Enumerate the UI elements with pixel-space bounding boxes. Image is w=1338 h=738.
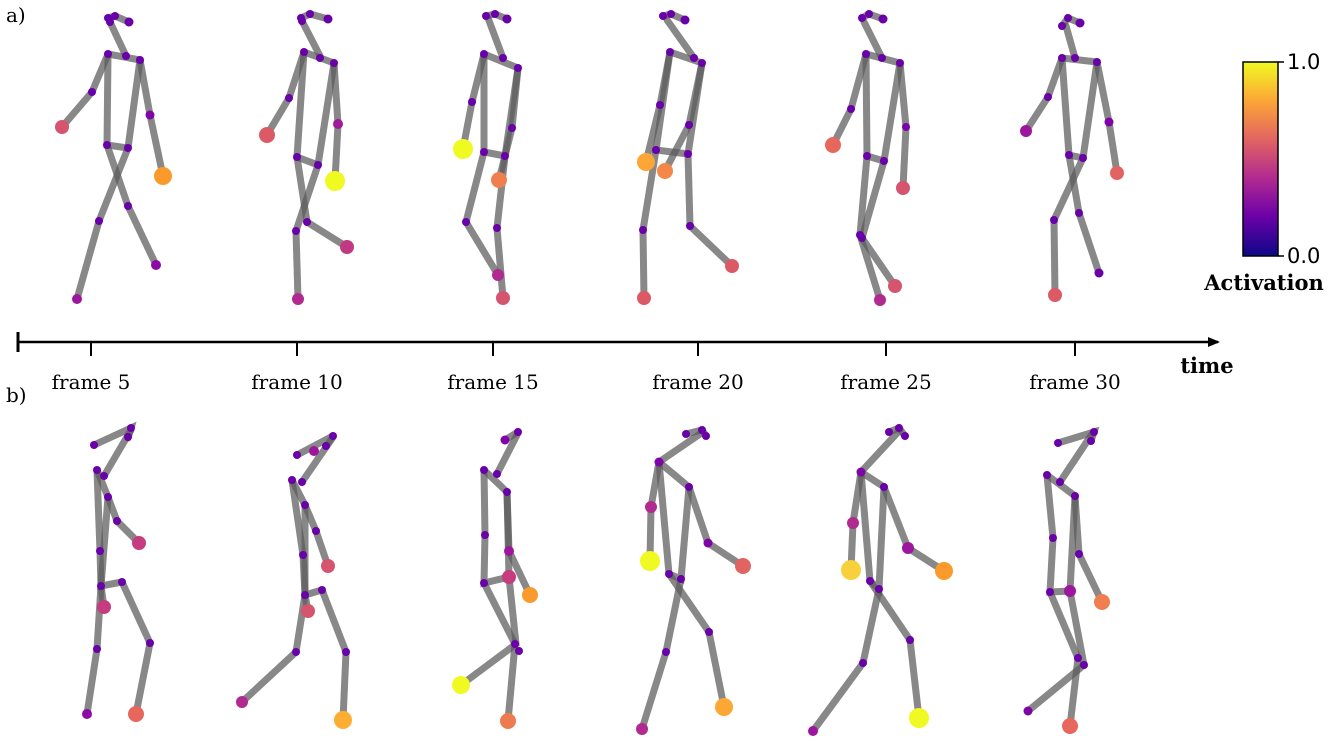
skeleton-a-frame-5 — [55, 12, 172, 304]
frame-label: frame 20 — [652, 370, 744, 394]
skeleton-joints — [452, 428, 538, 729]
skeleton-bones — [459, 10, 522, 302]
skeleton-joints — [825, 10, 910, 306]
skeleton-a-frame-30 — [1020, 13, 1124, 302]
colorbar-gradient — [1242, 61, 1279, 257]
colorbar-title: Activation — [1203, 270, 1324, 295]
skeleton-joints — [1020, 14, 1124, 302]
panel-label-a: a) — [6, 3, 26, 27]
skeleton-joints — [637, 10, 739, 305]
frame-label: frame 10 — [251, 370, 343, 394]
colorbar-max-label: 1.0 — [1287, 50, 1320, 74]
skeleton-b-frame-20 — [636, 426, 751, 735]
frame-label: frame 25 — [840, 370, 932, 394]
skeleton-joints — [636, 426, 751, 735]
skeleton-bones — [457, 428, 534, 725]
skeleton-joints — [1023, 428, 1110, 734]
skeleton-b-frame-30 — [1023, 426, 1110, 734]
skeleton-a-frame-15 — [453, 10, 522, 305]
skeleton-a-frame-20 — [637, 10, 739, 305]
time-axis-label: time — [1180, 353, 1233, 378]
skeleton-a-frame-25 — [825, 10, 910, 306]
skeleton-joints — [453, 10, 522, 305]
time-axis: frame 5 frame 10 frame 15 frame 20 frame… — [16, 332, 1234, 394]
skeleton-b-frame-25 — [808, 423, 953, 736]
skeleton-joints — [55, 12, 172, 304]
skeleton-joints — [808, 424, 953, 736]
skeleton-bones — [263, 10, 351, 303]
skeleton-bones — [809, 423, 948, 735]
colorbar: 1.0 0.0 Activation — [1203, 50, 1324, 295]
skeleton-b-frame-15 — [452, 428, 538, 729]
frame-label: frame 5 — [52, 370, 131, 394]
colorbar-min-label: 0.0 — [1287, 244, 1320, 268]
skeleton-b-frame-5 — [82, 421, 154, 722]
skeleton-bones — [638, 426, 747, 733]
skeleton-a-frame-10 — [259, 10, 354, 305]
skeleton-bones — [58, 12, 167, 303]
skeleton-joints — [259, 10, 354, 305]
frame-label: frame 15 — [447, 370, 539, 394]
frame-label: frame 30 — [1029, 370, 1121, 394]
skeleton-b-frame-10 — [236, 432, 352, 729]
skeleton-bones — [1024, 426, 1106, 730]
skeleton-joints — [236, 432, 352, 729]
panel-label-b: b) — [6, 383, 27, 407]
skeleton-joints — [82, 424, 154, 722]
